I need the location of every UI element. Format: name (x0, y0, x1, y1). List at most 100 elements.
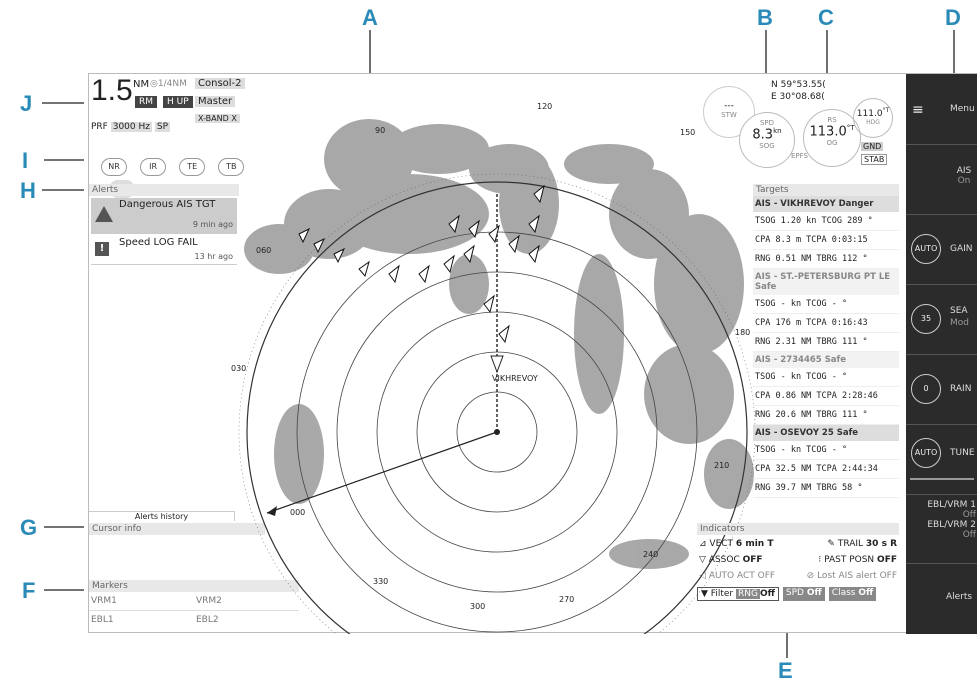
ais-toggle[interactable]: AIS On (906, 144, 977, 215)
bearing-180: 180 (735, 328, 751, 337)
orientation-mode[interactable]: H UP (163, 96, 193, 108)
tune-slider (910, 478, 974, 480)
bearing-330: 330 (373, 577, 389, 586)
bearing-000: 000 (290, 508, 306, 517)
bearing-060: 060 (256, 246, 272, 255)
filter-icon: ▼ (701, 589, 708, 599)
marker-ebl2[interactable]: EBL2 (196, 615, 219, 625)
alerts-button[interactable]: Alerts (946, 592, 973, 602)
latitude: N 59°53.55( (771, 80, 826, 90)
cursor-info-title: Cursor info (89, 523, 265, 535)
own-ship-label: VIKHREVOY (492, 374, 538, 383)
past-posn-icon: ⁝ (818, 555, 822, 565)
ebl-vrm-control[interactable]: EBL/VRM 1 Off EBL/VRM 2 Off (906, 494, 977, 564)
own-ship-marker (494, 429, 500, 435)
range-box: 1.5 NM ◎1/4NM Consol-2 RM H UP Master PR… (89, 74, 269, 146)
radar-display: 1.5 NM ◎1/4NM Consol-2 RM H UP Master PR… (88, 73, 977, 634)
callout-j: J (20, 91, 33, 116)
class-filter[interactable]: Class Off (828, 587, 877, 601)
epfs-label: EPFS (791, 152, 808, 160)
range-unit: NM (133, 79, 150, 90)
alert-item[interactable]: Dangerous AIS TGT 9 min ago (91, 198, 237, 234)
ring-interval: ◎1/4NM (150, 79, 187, 89)
tune-knob: AUTO (911, 438, 941, 468)
hamburger-icon: ≡ (912, 102, 924, 118)
auto-act-icon: ◁ (699, 571, 706, 581)
target-card[interactable]: AIS - ST.-PETERSBURG PT LE Safe TSOG - k… (753, 269, 899, 352)
markers-panel: Markers VRM1 VRM2 EBL1 EBL2 (89, 580, 299, 629)
bearing-240: 240 (643, 550, 659, 559)
pill-te[interactable]: TE (179, 158, 206, 176)
marker-ebl1[interactable]: EBL1 (91, 615, 114, 625)
spd-gauge: SPD 8.3kn SOG (739, 112, 795, 168)
callout-c: C (818, 5, 834, 30)
alerts-title: Alerts (89, 184, 239, 196)
bearing-210: 210 (714, 461, 730, 470)
prf-row: PRF 3000 Hz SP (91, 122, 171, 132)
marker-vrm1[interactable]: VRM1 (89, 592, 194, 611)
master-label: Master (195, 96, 236, 107)
pill-ir[interactable]: IR (140, 158, 167, 176)
indicators-title: Indicators (697, 523, 899, 535)
callout-b: B (757, 5, 773, 30)
bearing-120: 120 (537, 102, 553, 111)
tune-control[interactable]: AUTO TUNE (906, 424, 977, 495)
sidebar: ≡ Menu AIS On AUTO GAIN 35 SEA Mod 0 RAI… (906, 74, 977, 634)
sea-control[interactable]: 35 SEA Mod (906, 284, 977, 355)
callout-d: D (945, 5, 961, 30)
radar-scope[interactable] (89, 74, 977, 634)
alerts-panel: Alerts Dangerous AIS TGT 9 min ago ! Spe… (89, 184, 239, 267)
vect-indicator[interactable]: ⊿ VECT 6 min T (699, 539, 774, 549)
spd-filter[interactable]: SPD Off (782, 587, 825, 601)
console-label: Consol-2 (195, 78, 245, 89)
assoc-icon: ▽ (699, 555, 706, 565)
gain-control[interactable]: AUTO GAIN (906, 214, 977, 285)
target-card[interactable]: AIS - 2734465 Safe TSOG - kn TCOG - ° CP… (753, 352, 899, 425)
target-card[interactable]: AIS - VIKHREVOY Danger TSOG 1.20 kn TCOG… (753, 196, 899, 269)
filter-button[interactable]: ▼ Filter RNG Off (697, 587, 779, 601)
alert-icon: ! (95, 242, 109, 256)
crs-gauge: RS 113.0°T OG (803, 109, 861, 167)
rain-control[interactable]: 0 RAIN (906, 354, 977, 425)
targets-title: Targets (753, 184, 899, 196)
sea-knob: 35 (911, 304, 941, 334)
callout-a: A (362, 5, 378, 30)
band-label: X-BAND X (195, 114, 240, 123)
nav-data: N 59°53.55( E 30°08.68( --- STW SPD 8.3kn… (701, 74, 901, 184)
alert-item[interactable]: ! Speed LOG FAIL 13 hr ago (91, 236, 237, 265)
bearing-270: 270 (559, 595, 575, 604)
bearing-150: 150 (680, 128, 696, 137)
lost-ais-icon: ⊘ (806, 571, 815, 581)
warning-icon (95, 206, 113, 222)
pill-tb[interactable]: TB (218, 158, 245, 176)
bearing-090: 90 (375, 126, 386, 135)
stw-gauge: --- STW (703, 86, 755, 138)
target-card[interactable]: AIS - OSEVOY 25 Safe TSOG - kn TCOG - ° … (753, 425, 899, 498)
callout-g: G (20, 515, 38, 540)
trail-indicator[interactable]: ✎ TRAIL 30 s R (827, 539, 897, 549)
trail-icon: ✎ (827, 539, 835, 549)
hdg-gauge: 111.0°T HDG (853, 98, 893, 138)
indicators-panel: Indicators ⊿ VECT 6 min T ✎ TRAIL 30 s R… (697, 523, 899, 601)
alerts-history-tab[interactable]: Alerts history (89, 511, 235, 521)
range-value[interactable]: 1.5 (91, 74, 133, 107)
stab-badge: STAB (861, 154, 888, 165)
callout-h: H (20, 178, 36, 203)
gain-knob: AUTO (911, 234, 941, 264)
rain-knob: 0 (911, 374, 941, 404)
vector-icon: ⊿ (699, 539, 707, 549)
ebl-line (266, 431, 498, 514)
motion-mode[interactable]: RM (135, 96, 158, 108)
callout-i: I (22, 148, 29, 173)
menu-button[interactable]: ≡ Menu (906, 74, 977, 145)
lost-ais-indicator[interactable]: ⊘ Lost AIS alert OFF (806, 571, 897, 581)
callout-f: F (22, 578, 36, 603)
callout-e: E (778, 658, 793, 683)
targets-panel: Targets AIS - VIKHREVOY Danger TSOG 1.20… (753, 184, 899, 498)
past-posn-indicator[interactable]: ⁝ PAST POSN OFF (818, 555, 897, 565)
assoc-indicator[interactable]: ▽ ASSOC OFF (699, 555, 763, 565)
auto-act-indicator[interactable]: ◁ AUTO ACT OFF (699, 571, 776, 581)
bearing-300: 300 (470, 602, 486, 611)
marker-vrm2[interactable]: VRM2 (194, 592, 299, 611)
longitude: E 30°08.68( (771, 92, 825, 102)
